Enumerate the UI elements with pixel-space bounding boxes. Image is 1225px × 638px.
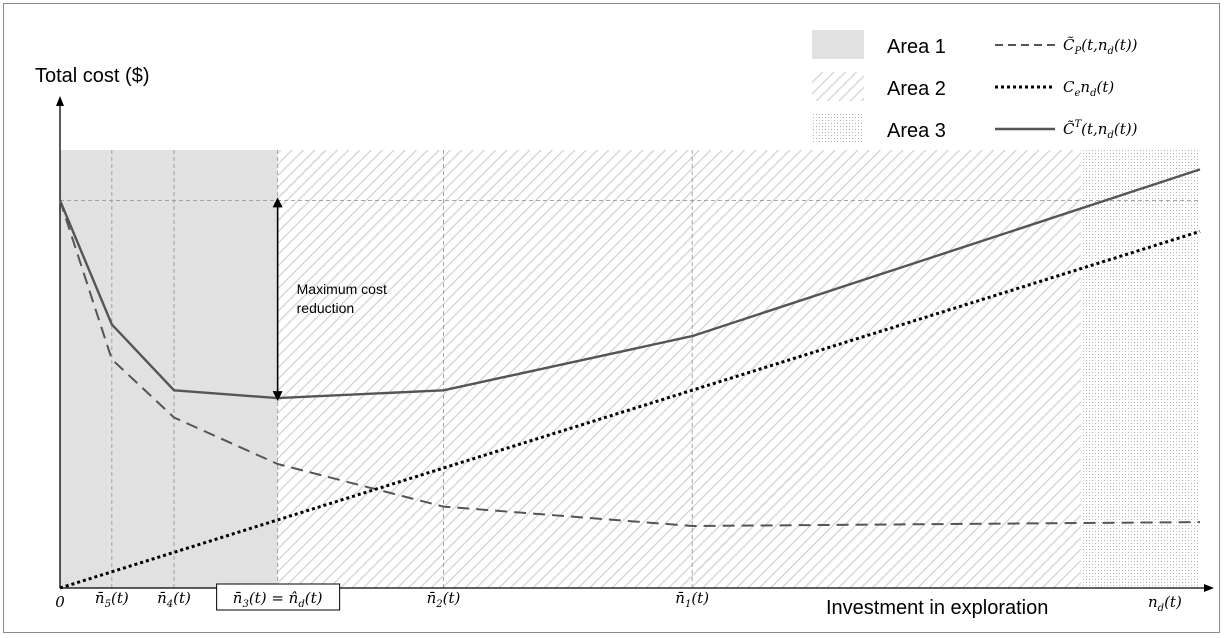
legend-label-area1: Area 1 [887, 36, 946, 58]
legend-label-area2: Area 2 [887, 78, 946, 100]
series-line-Cp [59, 200, 1201, 527]
legend-series-label-Ce: Cend(t) [1063, 78, 1114, 99]
x-variable-label: nd(t) [1148, 593, 1182, 614]
annotation-label-line: reduction [297, 300, 355, 316]
legend-swatch-area1 [812, 30, 864, 59]
x-tick-label-n2: n̄2(t) [427, 589, 461, 610]
x-tick-label-n1: n̄1(t) [675, 589, 709, 610]
legend-swatch-area2 [812, 72, 864, 101]
legend-swatch-area3 [812, 114, 864, 143]
tick-text: n̄4(t) [157, 589, 191, 610]
region-area2 [277, 150, 1081, 588]
boxed-label-text: n̄3(t) = n̂d(t) [233, 589, 323, 610]
legend-series-label-Cp: C̃P(t,nd(t)) [1063, 36, 1138, 57]
x-axis-title: Investment in exploration [826, 597, 1048, 619]
tick-text: n̄1(t) [675, 589, 709, 610]
x-tick-label-n4: n̄4(t) [157, 589, 191, 610]
tick-text: n̄2(t) [427, 589, 461, 610]
annotation-label-line: Maximum cost [297, 281, 387, 297]
region-area3 [1080, 150, 1200, 588]
series-line-Ce [59, 229, 1201, 590]
y-axis-title: Total cost ($) [35, 65, 149, 87]
figure-frame [3, 3, 1220, 633]
x-tick-label-n3: n̄3(t) = n̂d(t) [216, 583, 341, 611]
y-axis-arrow-icon [56, 96, 64, 106]
legend-label-area3: Area 3 [887, 120, 946, 142]
legend-series-label-CT: C̃T(t,nd(t)) [1063, 119, 1138, 141]
x-tick-label-0: 0 [55, 593, 65, 611]
boxed-label-frame [216, 583, 341, 611]
x-tick-label-n5: n̄5(t) [95, 589, 129, 610]
region-area1 [60, 150, 278, 588]
tick-text: n̄5(t) [95, 589, 129, 610]
x-axis-arrow-icon [1204, 584, 1214, 592]
